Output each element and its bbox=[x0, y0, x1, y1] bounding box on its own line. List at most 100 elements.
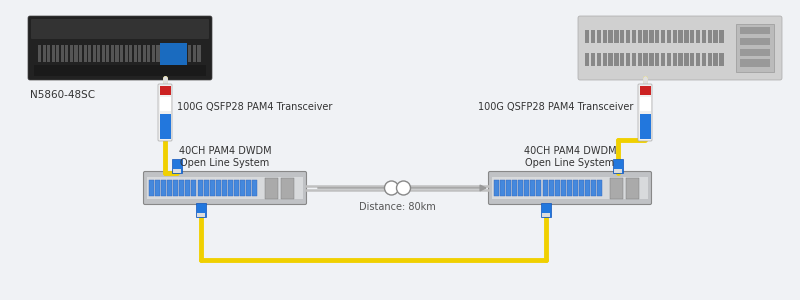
FancyBboxPatch shape bbox=[578, 16, 782, 80]
Bar bbox=[608, 30, 613, 43]
Bar bbox=[93, 45, 96, 62]
Bar bbox=[246, 180, 251, 196]
Bar bbox=[115, 45, 118, 62]
Text: 40CH PAM4 DWDM
Open Line System: 40CH PAM4 DWDM Open Line System bbox=[524, 146, 616, 168]
Bar bbox=[152, 45, 155, 62]
Bar bbox=[102, 45, 105, 62]
Bar bbox=[111, 45, 114, 62]
Bar bbox=[172, 159, 182, 173]
Bar bbox=[198, 45, 201, 62]
Bar bbox=[161, 180, 166, 196]
Bar bbox=[506, 180, 511, 196]
Bar bbox=[591, 30, 595, 43]
Bar bbox=[614, 30, 618, 43]
Bar bbox=[184, 45, 187, 62]
Bar bbox=[620, 30, 624, 43]
Bar bbox=[736, 24, 774, 72]
Bar bbox=[512, 180, 517, 196]
Bar bbox=[655, 30, 659, 43]
Bar bbox=[740, 59, 770, 67]
Bar bbox=[639, 97, 650, 111]
Bar bbox=[714, 53, 718, 66]
Bar bbox=[541, 203, 551, 217]
FancyBboxPatch shape bbox=[31, 19, 209, 39]
Bar bbox=[740, 38, 770, 45]
Bar bbox=[166, 45, 169, 62]
Bar bbox=[149, 180, 154, 196]
Bar bbox=[591, 53, 595, 66]
Bar bbox=[585, 30, 590, 43]
Bar bbox=[626, 30, 630, 43]
Bar bbox=[719, 53, 723, 66]
FancyBboxPatch shape bbox=[489, 172, 651, 205]
Bar bbox=[649, 53, 654, 66]
Bar bbox=[174, 180, 178, 196]
Bar bbox=[597, 180, 602, 196]
Bar bbox=[61, 45, 64, 62]
Text: 100G QSFP28 PAM4 Transceiver: 100G QSFP28 PAM4 Transceiver bbox=[177, 102, 332, 112]
Bar bbox=[518, 180, 523, 196]
Text: Distance: 80km: Distance: 80km bbox=[359, 202, 436, 212]
Bar bbox=[494, 180, 499, 196]
Bar bbox=[66, 45, 69, 62]
Bar bbox=[566, 180, 572, 196]
Text: 40CH PAM4 DWDM
Open Line System: 40CH PAM4 DWDM Open Line System bbox=[178, 146, 271, 168]
Text: 100G QSFP28 PAM4 Transceiver: 100G QSFP28 PAM4 Transceiver bbox=[478, 102, 633, 112]
Bar bbox=[561, 180, 566, 196]
FancyBboxPatch shape bbox=[158, 84, 172, 141]
Bar bbox=[537, 180, 542, 196]
Bar bbox=[524, 180, 530, 196]
FancyBboxPatch shape bbox=[143, 172, 306, 205]
Bar bbox=[173, 169, 181, 173]
Bar bbox=[696, 30, 700, 43]
Bar bbox=[614, 53, 618, 66]
Bar bbox=[210, 180, 214, 196]
Bar bbox=[88, 45, 91, 62]
Bar bbox=[573, 180, 578, 196]
Bar bbox=[120, 45, 123, 62]
Bar bbox=[203, 180, 209, 196]
Bar bbox=[643, 30, 648, 43]
Bar bbox=[707, 53, 712, 66]
Bar bbox=[265, 178, 278, 199]
Bar bbox=[655, 53, 659, 66]
Bar bbox=[696, 53, 700, 66]
Bar bbox=[186, 180, 190, 196]
Bar bbox=[142, 45, 146, 62]
Bar bbox=[42, 45, 46, 62]
Bar bbox=[492, 177, 648, 200]
Bar bbox=[179, 45, 182, 62]
Bar bbox=[125, 45, 128, 62]
Bar bbox=[74, 45, 78, 62]
Bar bbox=[198, 180, 202, 196]
Bar bbox=[707, 30, 712, 43]
FancyBboxPatch shape bbox=[638, 84, 652, 141]
Bar bbox=[234, 180, 239, 196]
Bar bbox=[661, 30, 666, 43]
Bar bbox=[160, 43, 186, 66]
Bar bbox=[56, 45, 59, 62]
Bar bbox=[281, 178, 294, 199]
Bar bbox=[197, 213, 205, 217]
Circle shape bbox=[385, 181, 398, 195]
Bar bbox=[228, 180, 233, 196]
Bar bbox=[542, 213, 550, 217]
Bar bbox=[129, 45, 132, 62]
Bar bbox=[147, 177, 303, 200]
Bar bbox=[666, 30, 671, 43]
Bar bbox=[554, 180, 560, 196]
Bar bbox=[661, 53, 666, 66]
Bar bbox=[70, 45, 73, 62]
Bar bbox=[530, 180, 535, 196]
Bar bbox=[174, 45, 178, 62]
Bar bbox=[193, 45, 196, 62]
Bar bbox=[638, 30, 642, 43]
Bar bbox=[161, 45, 164, 62]
Bar bbox=[138, 45, 142, 62]
Bar bbox=[34, 65, 206, 76]
Bar bbox=[610, 178, 622, 199]
Text: N5860-48SC: N5860-48SC bbox=[30, 90, 95, 100]
Bar bbox=[196, 203, 206, 217]
Bar bbox=[222, 180, 226, 196]
Bar bbox=[38, 45, 41, 62]
